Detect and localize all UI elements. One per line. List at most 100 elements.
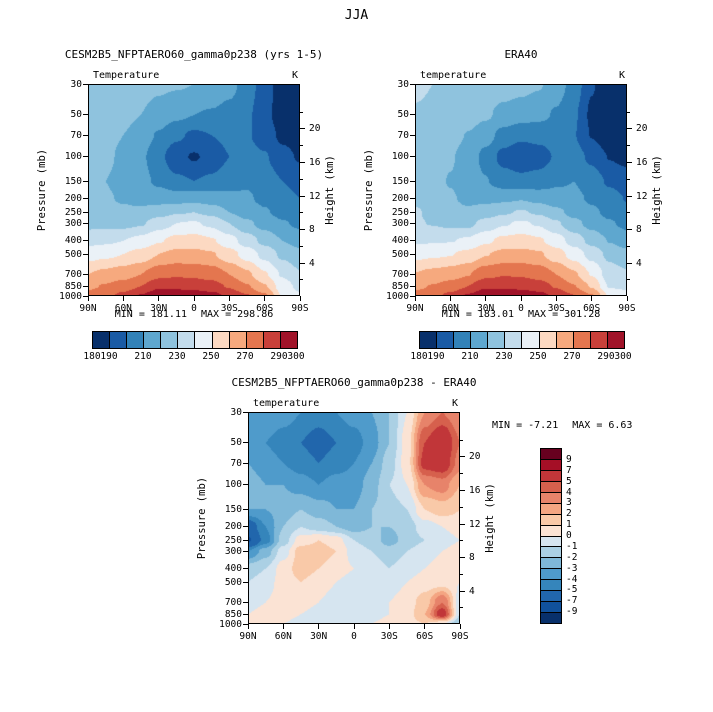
height-tick <box>300 161 305 163</box>
colorbar-cell <box>280 332 297 348</box>
panel-title-model: CESM2B5_NFPTAERO60_gamma0p238 (yrs 1-5) <box>64 48 324 61</box>
lat-tick <box>247 624 249 629</box>
colorbar-tick-label: 5 <box>566 475 572 487</box>
pressure-tick <box>83 156 88 158</box>
pressure-tick <box>243 601 248 603</box>
pressure-tick-label: 70 <box>230 457 242 469</box>
lat-tick-label: 0 <box>518 303 524 314</box>
colorbar-cell <box>541 602 561 614</box>
pressure-tick <box>83 285 88 287</box>
colorbar-cell <box>263 332 281 348</box>
lat-tick-label: 30S <box>547 303 565 314</box>
pressure-tick <box>83 240 88 242</box>
lat-tick-label: 30N <box>477 303 495 314</box>
colorbar-cell <box>93 332 111 348</box>
height-minor-tick <box>627 178 630 180</box>
colorbar-cell <box>607 332 624 348</box>
height-minor-tick <box>460 506 463 508</box>
height-minor-tick <box>627 145 630 147</box>
lat-tick-label: 60N <box>274 631 292 642</box>
colorbar-tick-label: 9 <box>566 453 572 465</box>
colorbar-cell <box>488 332 506 348</box>
colorbar-cell <box>541 536 561 548</box>
lat-tick-label: 30S <box>220 303 238 314</box>
pressure-tick-label: 250 <box>224 534 242 546</box>
height-tick-label: 4 <box>469 585 475 597</box>
height-tick <box>627 128 632 130</box>
colorbar-cell <box>541 470 561 482</box>
figure-title: JJA <box>344 8 369 23</box>
lat-tick-label: 60S <box>583 303 601 314</box>
height-minor-tick <box>300 145 303 147</box>
minmax-line: MIN = 181.11 MAX = 298.86 <box>88 309 300 320</box>
height-tick <box>300 195 305 197</box>
pressure-tick <box>243 550 248 552</box>
colorbar-tick-label: 190 <box>100 351 118 362</box>
pressure-tick-label: 1000 <box>219 618 242 630</box>
pressure-tick-label: 300 <box>224 545 242 557</box>
pressure-tick-label: 50 <box>397 109 409 121</box>
pressure-tick-label: 250 <box>64 206 82 218</box>
lat-tick <box>555 296 557 301</box>
panel-model-plot: Temperature K Pressure (mb) Height (km) … <box>36 70 336 320</box>
height-tick <box>627 229 632 231</box>
colorbar-tick-label: -7 <box>566 595 578 607</box>
height-tick <box>460 590 465 592</box>
contour-field-diff <box>248 412 460 624</box>
pressure-tick-label: 850 <box>64 280 82 292</box>
colorbar-cell <box>541 580 561 592</box>
pressure-tick-label: 400 <box>224 563 242 575</box>
colorbar-cell <box>212 332 230 348</box>
colorbar-cell <box>178 332 196 348</box>
height-tick-label: 12 <box>469 518 481 530</box>
pressure-tick-label: 200 <box>391 193 409 205</box>
pressure-tick <box>83 273 88 275</box>
colorbar-tick-label: -1 <box>566 540 578 552</box>
colorbar-cell <box>454 332 472 348</box>
lat-tick <box>87 296 89 301</box>
lat-tick <box>459 624 461 629</box>
colorbar-tick-label: 180 <box>410 351 428 362</box>
pressure-tick-label: 500 <box>64 248 82 260</box>
height-tick-label: 12 <box>636 190 648 202</box>
pressure-tick-label: 30 <box>230 406 242 418</box>
height-axis-label: Height (km) <box>484 483 496 553</box>
lat-tick <box>414 296 416 301</box>
colorbar-cell <box>573 332 591 348</box>
min-value: MIN = 183.01 <box>441 309 514 320</box>
colorbar-cell <box>541 459 561 471</box>
pressure-tick-label: 150 <box>391 175 409 187</box>
lat-tick-label: 60N <box>114 303 132 314</box>
colorbar-tick-label: -3 <box>566 562 578 574</box>
colorbar-cell <box>195 332 213 348</box>
colorbar-tick-label: 4 <box>566 486 572 498</box>
lat-tick <box>626 296 628 301</box>
contour-field-era40 <box>415 84 627 296</box>
lat-tick <box>228 296 230 301</box>
pressure-tick <box>410 211 415 213</box>
colorbar-cell <box>229 332 247 348</box>
height-minor-tick <box>300 279 303 281</box>
height-tick-label: 8 <box>636 224 642 236</box>
colorbar-tick-label: 0 <box>566 530 572 541</box>
colorbar-tick-label: 290 <box>270 351 288 362</box>
colorbar-cell <box>556 332 574 348</box>
colorbar-cell <box>471 332 489 348</box>
pressure-tick-label: 500 <box>391 248 409 260</box>
max-value: MAX = 301.28 <box>528 309 601 320</box>
pressure-tick-label: 1000 <box>59 290 82 302</box>
height-minor-tick <box>460 540 463 542</box>
pressure-tick <box>243 539 248 541</box>
height-tick-label: 12 <box>309 190 321 202</box>
height-tick-label: 16 <box>636 156 648 168</box>
lat-tick-label: 90N <box>406 303 424 314</box>
lat-tick-label: 90S <box>451 631 469 642</box>
lat-tick-label: 30N <box>310 631 328 642</box>
temperature-colorbar <box>92 331 298 349</box>
pressure-tick <box>410 253 415 255</box>
colorbar-cell <box>522 332 540 348</box>
lat-tick <box>591 296 593 301</box>
colorbar-tick-label: 1 <box>566 519 572 531</box>
pressure-tick <box>410 240 415 242</box>
